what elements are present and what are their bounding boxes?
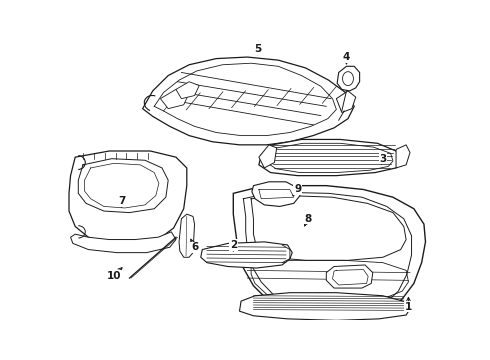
Polygon shape <box>396 145 410 168</box>
Polygon shape <box>259 145 277 168</box>
Polygon shape <box>326 265 373 288</box>
Polygon shape <box>143 57 354 145</box>
Text: 4: 4 <box>343 52 350 62</box>
Text: 8: 8 <box>304 214 311 224</box>
Polygon shape <box>69 151 187 245</box>
Polygon shape <box>201 242 292 268</box>
Text: 5: 5 <box>254 44 261 54</box>
Polygon shape <box>252 182 300 206</box>
Polygon shape <box>176 82 199 99</box>
Polygon shape <box>160 89 189 109</box>
Polygon shape <box>179 214 195 257</box>
Polygon shape <box>259 139 401 176</box>
Text: 7: 7 <box>118 196 125 206</box>
Text: 10: 10 <box>107 271 121 281</box>
Text: 9: 9 <box>294 184 301 194</box>
Polygon shape <box>233 186 425 319</box>
Polygon shape <box>240 293 410 320</box>
Text: 3: 3 <box>379 154 387 164</box>
Text: 6: 6 <box>191 242 198 252</box>
Polygon shape <box>71 232 176 253</box>
Polygon shape <box>336 91 356 112</box>
Text: 1: 1 <box>405 302 412 311</box>
Text: 2: 2 <box>230 240 237 250</box>
Polygon shape <box>337 66 360 91</box>
